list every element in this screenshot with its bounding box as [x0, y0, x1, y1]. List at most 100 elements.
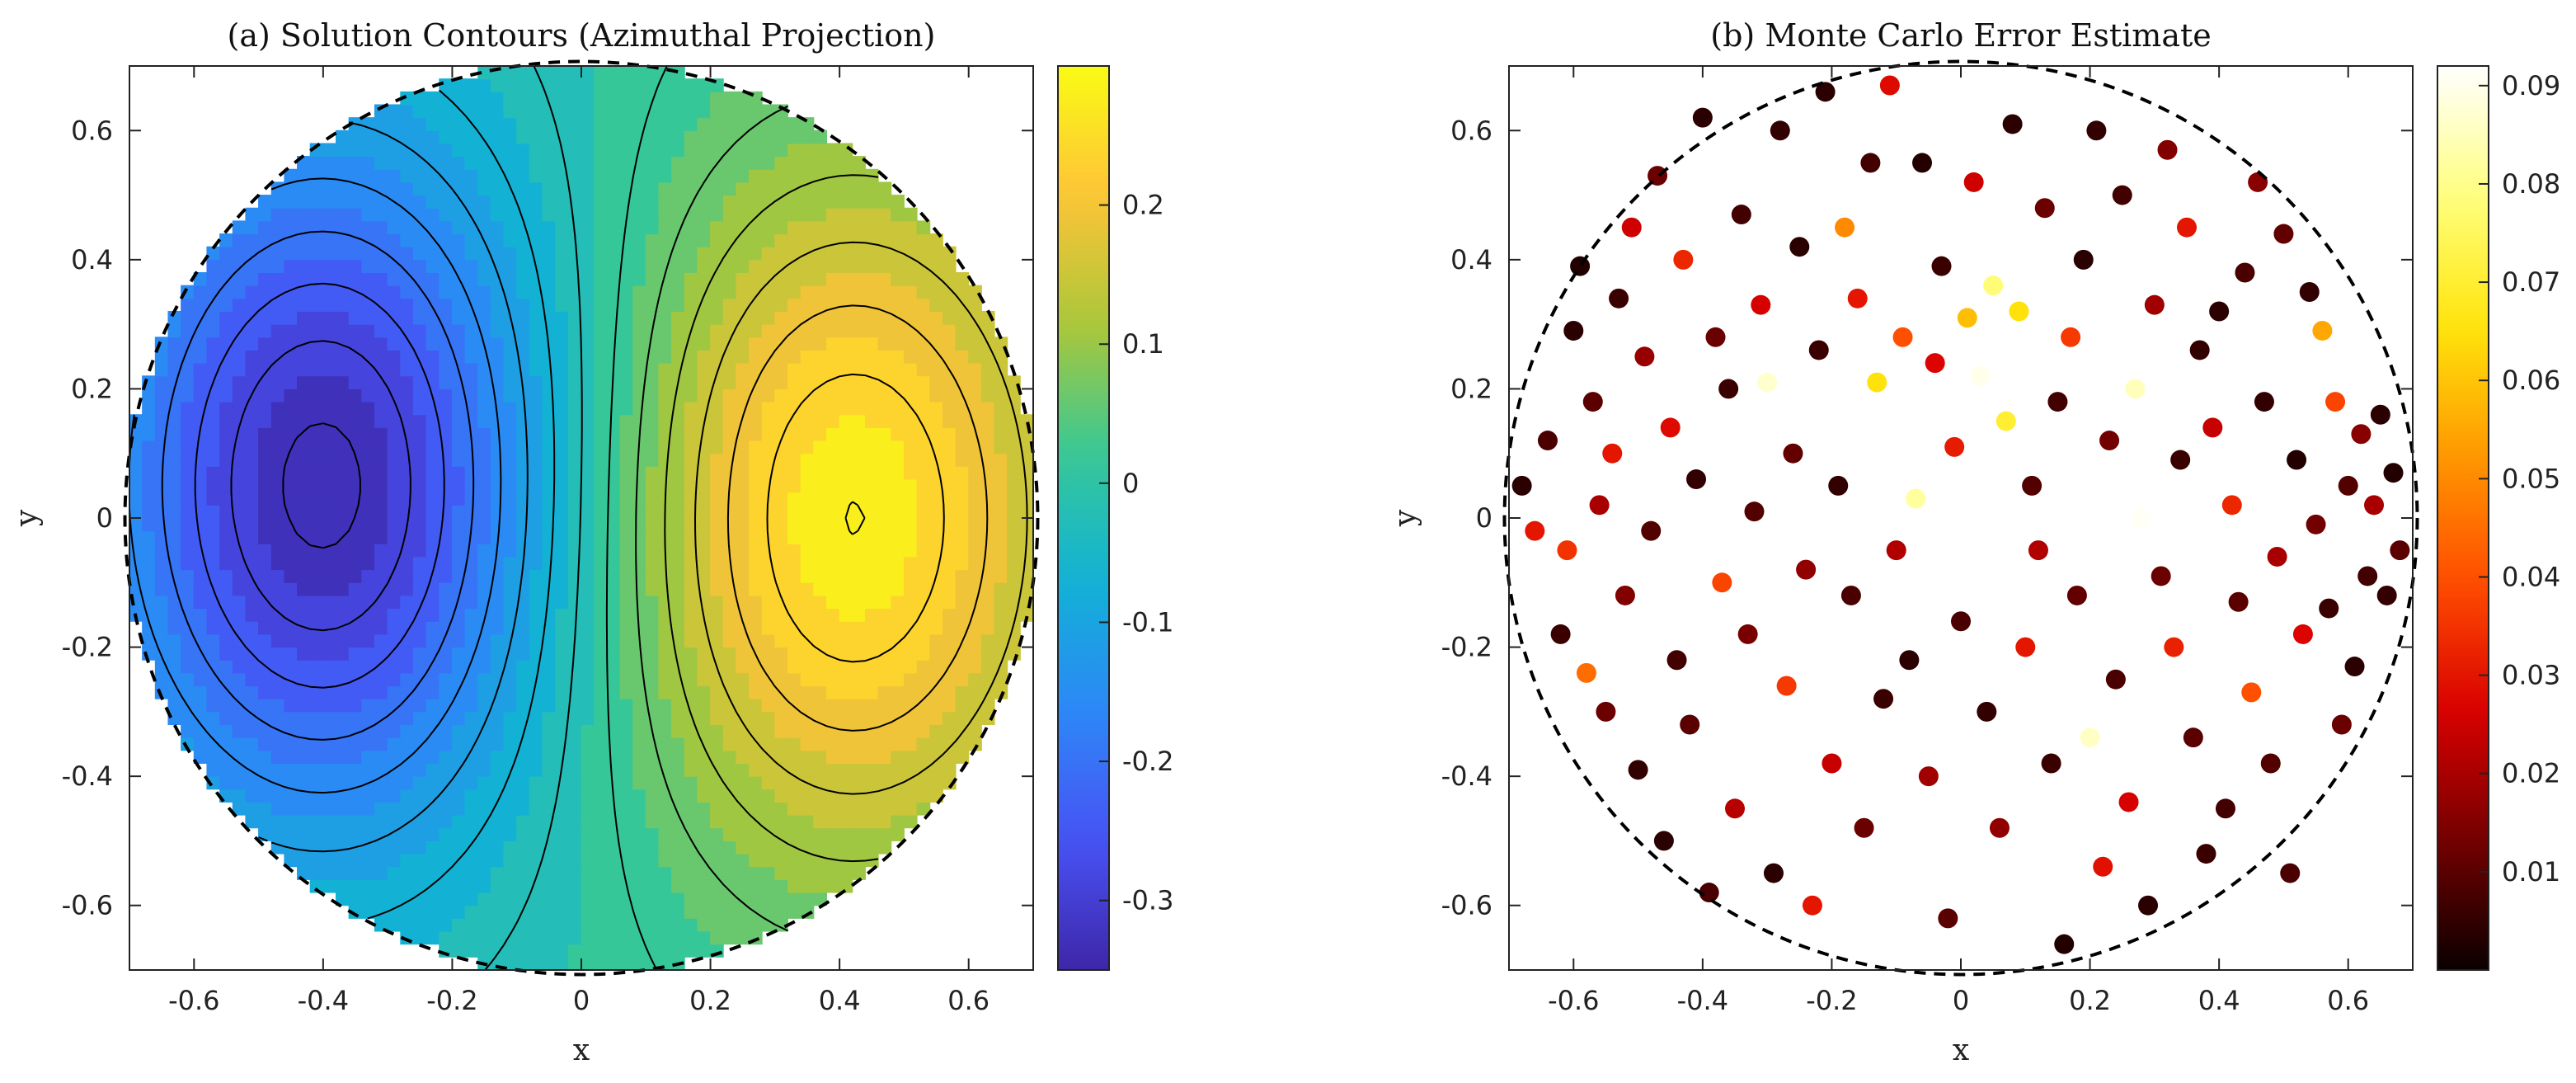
contour-cell — [1007, 517, 1021, 532]
contour-cell — [1007, 504, 1021, 519]
contour-cell — [606, 905, 621, 919]
contour-cell — [903, 608, 918, 622]
contour-cell — [632, 465, 646, 480]
contour-cell — [671, 478, 685, 493]
contour-cell — [942, 401, 957, 416]
contour-cell — [619, 453, 634, 467]
scatter-point — [1582, 392, 1603, 412]
contour-cell — [374, 246, 388, 261]
contour-cell — [336, 789, 350, 803]
x-tick-label: 0.6 — [947, 985, 990, 1016]
contour-cell — [606, 582, 621, 596]
contour-cell — [839, 878, 853, 893]
contour-cell — [270, 207, 285, 222]
contour-cell — [322, 711, 337, 726]
contour-cell — [994, 465, 1008, 480]
contour-line — [258, 121, 529, 853]
contour-cell — [167, 543, 182, 558]
contour-cell — [516, 930, 530, 945]
contour-cell — [891, 195, 905, 209]
contour-cell — [684, 78, 698, 92]
contour-cell — [697, 866, 712, 880]
contour-cell — [606, 711, 621, 726]
contour-cell — [594, 853, 608, 868]
contour-cell — [852, 775, 866, 790]
contour-cell — [787, 401, 801, 416]
contour-cell — [490, 866, 505, 880]
contour-cell — [555, 478, 569, 493]
contour-cell — [658, 762, 673, 777]
contour-cell — [697, 349, 712, 364]
contour-cell — [503, 66, 518, 80]
contour-cell — [619, 414, 634, 428]
contour-cell — [955, 569, 970, 583]
contour-cell — [891, 608, 905, 622]
contour-cell — [387, 878, 402, 893]
contour-cell — [412, 685, 427, 699]
contour-cell — [761, 917, 776, 932]
y-tick-label: 0.2 — [71, 373, 113, 404]
contour-cell — [529, 892, 543, 906]
contour-cell — [594, 143, 608, 158]
contour-cell — [994, 672, 1008, 687]
contour-cell — [749, 207, 763, 222]
contour-cell — [749, 633, 763, 648]
contour-cell — [232, 298, 247, 312]
contour-cell — [632, 492, 646, 506]
contour-cell — [594, 698, 608, 713]
contour-cell — [1007, 453, 1021, 467]
contour-cell — [297, 233, 311, 247]
contour-cell — [245, 465, 260, 480]
contour-cell — [955, 349, 970, 364]
contour-cell — [400, 362, 414, 377]
contour-cell — [477, 285, 491, 299]
contour-cell — [270, 750, 285, 764]
contour-cell — [671, 492, 685, 506]
contour-cell — [516, 337, 530, 351]
contour-cell — [722, 310, 737, 325]
contour-cell — [516, 647, 530, 661]
contour-cell — [1007, 647, 1021, 661]
contour-cell — [761, 685, 776, 699]
scatter-point — [1660, 417, 1681, 438]
contour-cell — [245, 775, 260, 790]
contour-cell — [412, 878, 427, 893]
contour-cell — [581, 66, 595, 80]
contour-cell — [671, 323, 685, 338]
contour-cell — [800, 737, 815, 751]
contour-cell — [825, 310, 840, 325]
contour-cell — [542, 762, 557, 777]
contour-cell — [697, 375, 712, 389]
contour-cell — [219, 453, 233, 467]
contour-cell — [800, 259, 815, 274]
contour-cell — [852, 156, 866, 170]
contour-cell — [736, 259, 750, 274]
contour-cell — [903, 362, 918, 377]
contour-cell — [710, 530, 724, 544]
contour-cell — [736, 492, 750, 506]
contour-cell — [193, 711, 208, 726]
contour-cell — [891, 492, 905, 506]
contour-cell — [606, 685, 621, 699]
contour-cell — [309, 633, 324, 648]
contour-cell — [877, 233, 892, 247]
contour-cell — [619, 504, 634, 519]
contour-cell — [749, 426, 763, 441]
contour-cell — [761, 181, 776, 196]
contour-cell — [542, 259, 557, 274]
contour-cell — [451, 195, 466, 209]
contour-cell — [877, 337, 892, 351]
contour-cell — [774, 620, 789, 635]
contour-cell — [736, 853, 750, 868]
contour-cell — [903, 259, 918, 274]
contour-cell — [322, 595, 337, 610]
contour-cell — [336, 440, 350, 454]
contour-cell — [697, 259, 712, 274]
contour-cell — [270, 569, 285, 583]
contour-cell — [336, 143, 350, 158]
contour-cell — [903, 814, 918, 829]
contour-cell — [516, 569, 530, 583]
scatter-point — [1822, 753, 1842, 774]
contour-cell — [542, 569, 557, 583]
contour-cell — [632, 737, 646, 751]
